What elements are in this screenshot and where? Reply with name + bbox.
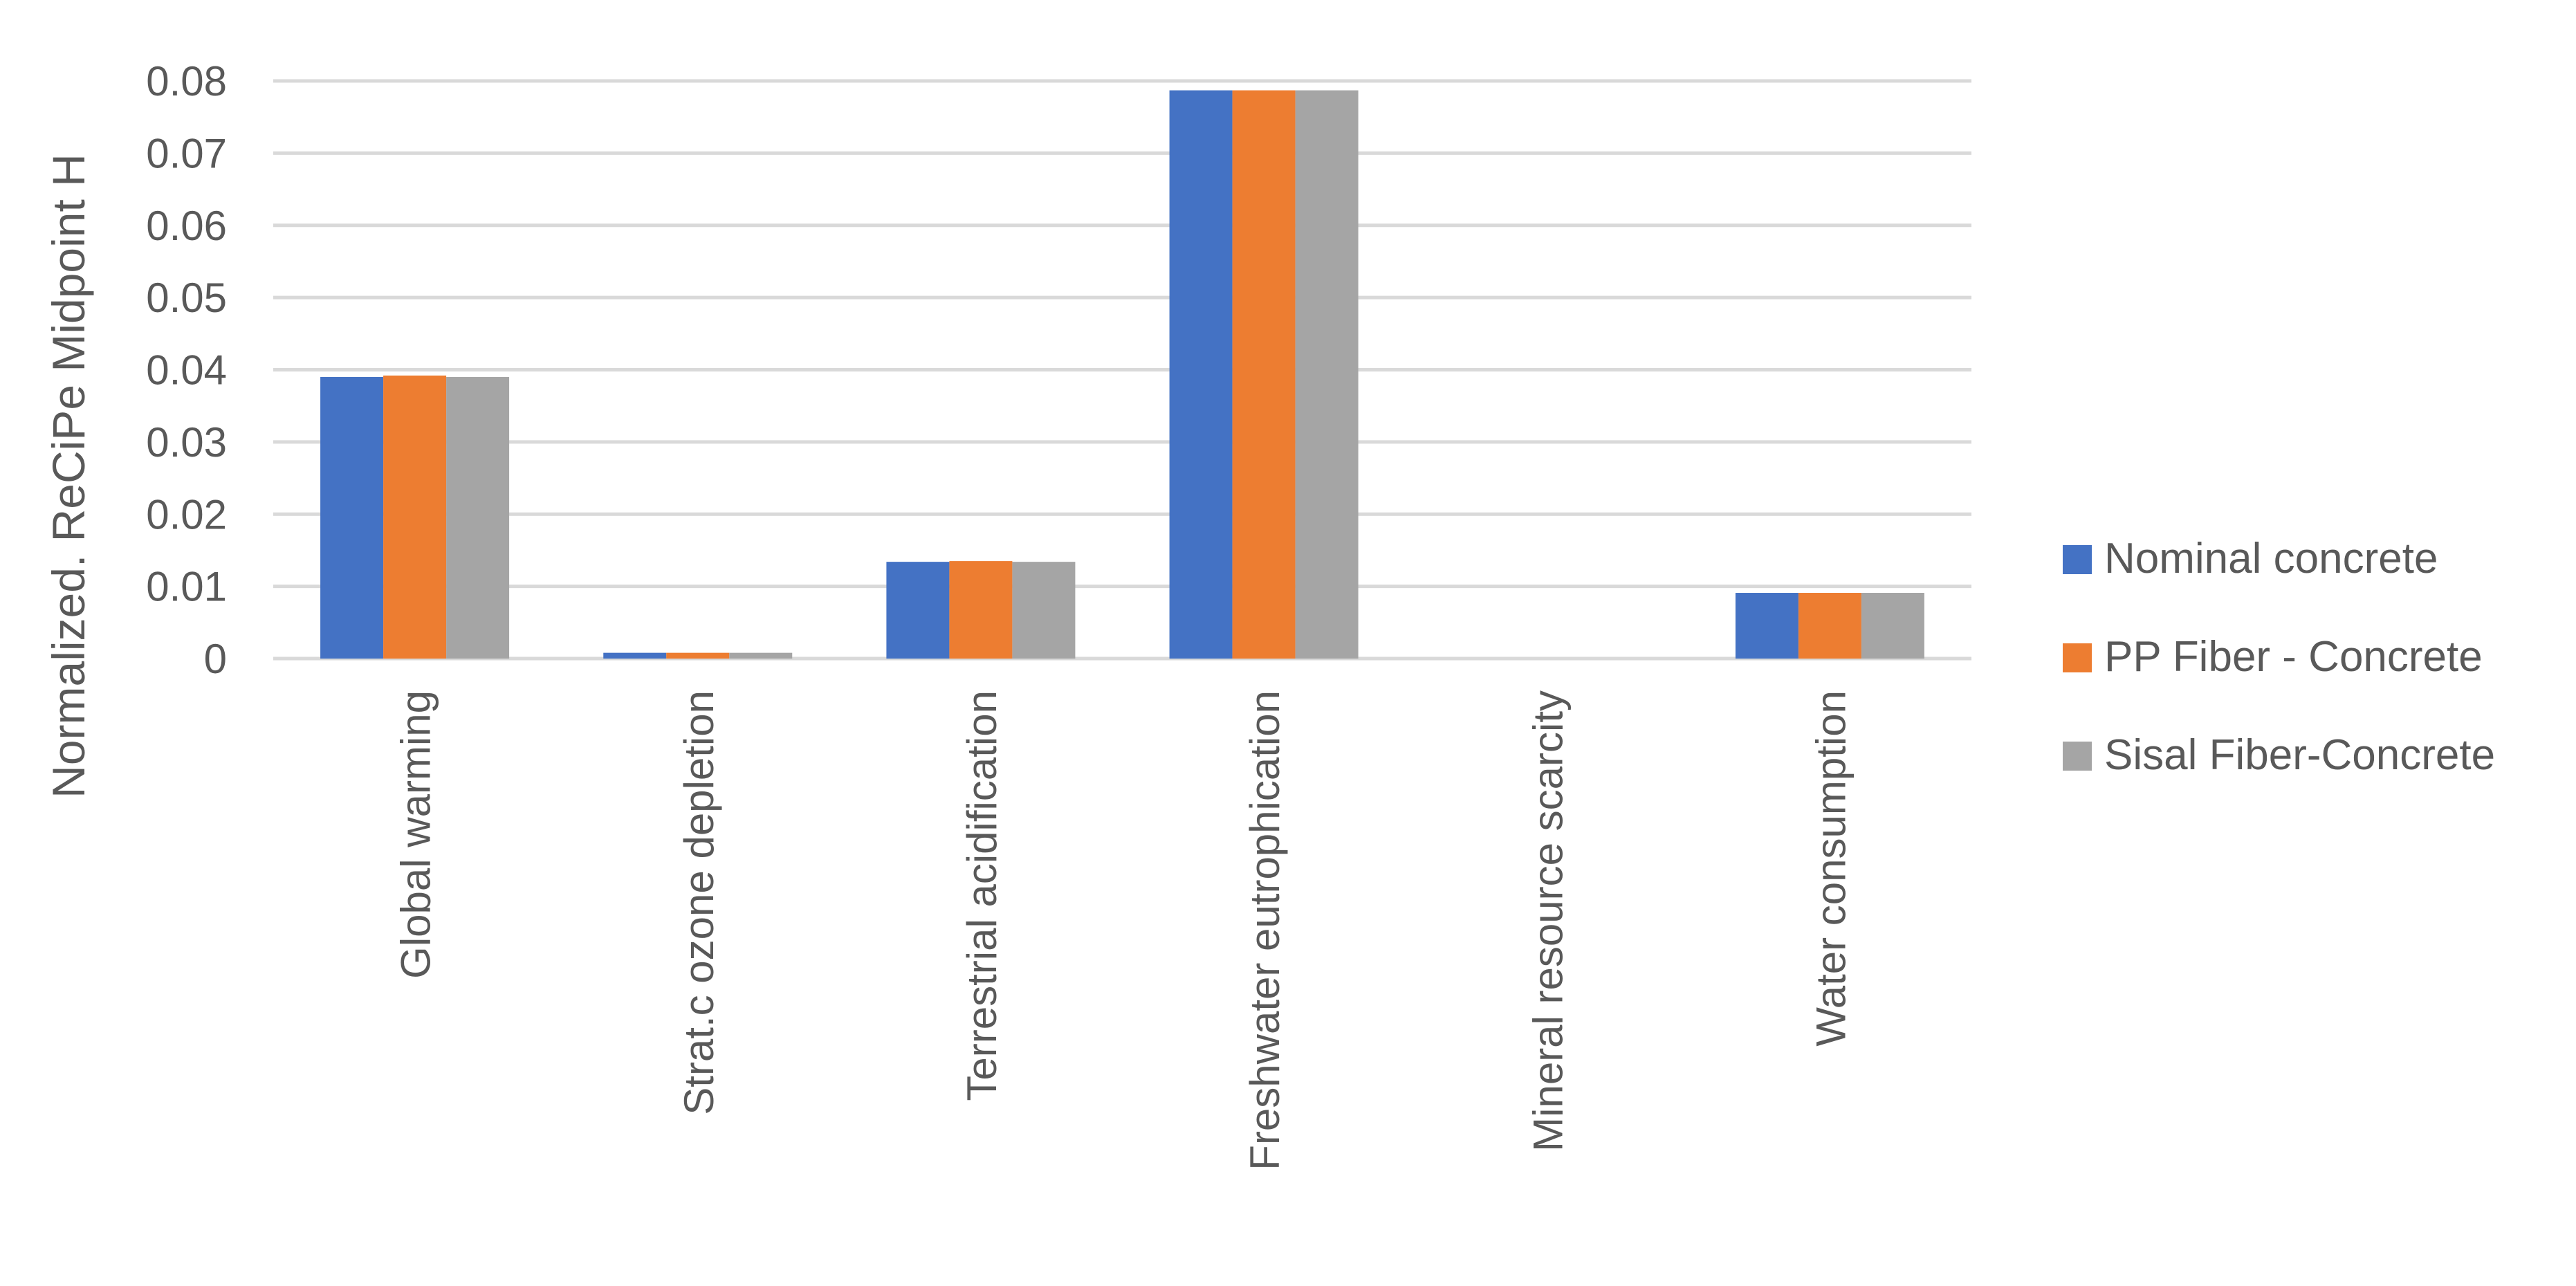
x-category-label: Strat.c ozone depletion [676,690,722,1115]
x-category-label: Global warming [393,690,439,979]
bar [1232,90,1296,659]
bar [1798,593,1861,659]
bar [1295,90,1359,659]
legend-swatch [2063,643,2092,672]
legend-label: Sisal Fiber-Concrete [2104,731,2495,779]
bar [1169,90,1233,659]
bar [1012,562,1076,659]
bar [886,562,950,659]
bar [1735,593,1798,659]
legend-label: Nominal concrete [2104,535,2438,582]
x-category-label: Water consumption [1807,690,1854,1047]
x-category-label: Terrestrial acidification [959,690,1005,1101]
y-tick-label: 0.02 [146,491,227,538]
legend: Nominal concrete PP Fiber - Concrete Sisal… [2063,535,2495,779]
legend-swatch [2063,545,2092,574]
y-tick-label: 0.05 [146,275,227,321]
legend-swatch [2063,742,2092,771]
bar [729,652,793,659]
y-tick-label: 0.04 [146,347,227,394]
x-category-label: Mineral resource scarcity [1525,690,1571,1152]
bar [446,376,510,659]
y-axis-tick-labels: 0 0.01 0.02 0.03 0.04 0.05 0.06 0.07 0.08 [146,58,227,682]
y-tick-label: 0.01 [146,564,227,610]
gridlines [273,79,1971,661]
legend-label: PP Fiber - Concrete [2104,633,2483,681]
bar [666,652,730,659]
x-category-label: Freshwater eutrophication [1242,690,1288,1170]
bar [1861,593,1924,659]
y-tick-label: 0.08 [146,58,227,104]
y-tick-label: 0.07 [146,130,227,176]
x-axis-category-labels: Global warming Strat.c ozone depletion Ter… [393,690,1855,1170]
y-tick-label: 0.06 [146,203,227,249]
bar [383,375,447,659]
y-axis-title: Normalized. ReCiPe Midpoint H [43,154,94,798]
bar [603,652,667,659]
bars [320,90,1924,659]
bar [949,561,1013,659]
y-tick-label: 0.03 [146,419,227,466]
y-tick-label: 0 [204,636,227,682]
bar [320,376,384,659]
